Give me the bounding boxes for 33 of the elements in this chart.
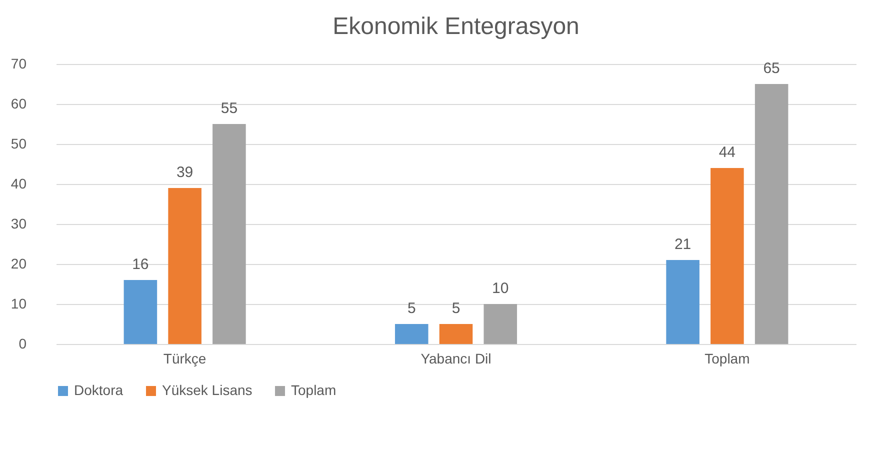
bar	[168, 188, 202, 344]
bar	[394, 324, 428, 344]
bar	[439, 324, 473, 344]
chart-title: Ekonomik Entegrasyon	[332, 13, 580, 40]
y-tick-label: 70	[10, 56, 27, 72]
legend-label: Toplam	[291, 382, 336, 398]
data-label: 44	[718, 144, 736, 161]
y-tick-label: 60	[10, 96, 27, 112]
data-label: 39	[176, 164, 194, 181]
x-tick-label: Yabancı Dil	[420, 350, 492, 366]
data-label: 5	[407, 300, 416, 317]
legend-label: Doktora	[74, 382, 124, 398]
legend-label: Yüksek Lisans	[162, 382, 252, 398]
y-tick-label: 20	[10, 256, 27, 272]
x-tick-label: Toplam	[704, 350, 750, 366]
data-label: 21	[674, 236, 692, 253]
data-label: 65	[763, 60, 780, 77]
bar	[212, 124, 246, 344]
data-label: 16	[132, 256, 149, 273]
bar	[710, 168, 744, 344]
y-tick-label: 0	[18, 336, 27, 352]
y-tick-label: 30	[10, 216, 27, 232]
bar	[666, 260, 700, 344]
data-label: 10	[492, 280, 509, 297]
y-tick-label: 50	[10, 136, 27, 152]
data-label: 5	[452, 300, 460, 317]
bar	[124, 280, 158, 344]
y-tick-label: 40	[10, 176, 27, 192]
bar	[754, 84, 788, 344]
data-label: 55	[220, 100, 238, 117]
x-tick-label: Türkçe	[163, 350, 206, 366]
bar	[484, 304, 518, 344]
y-tick-label: 10	[10, 296, 27, 312]
